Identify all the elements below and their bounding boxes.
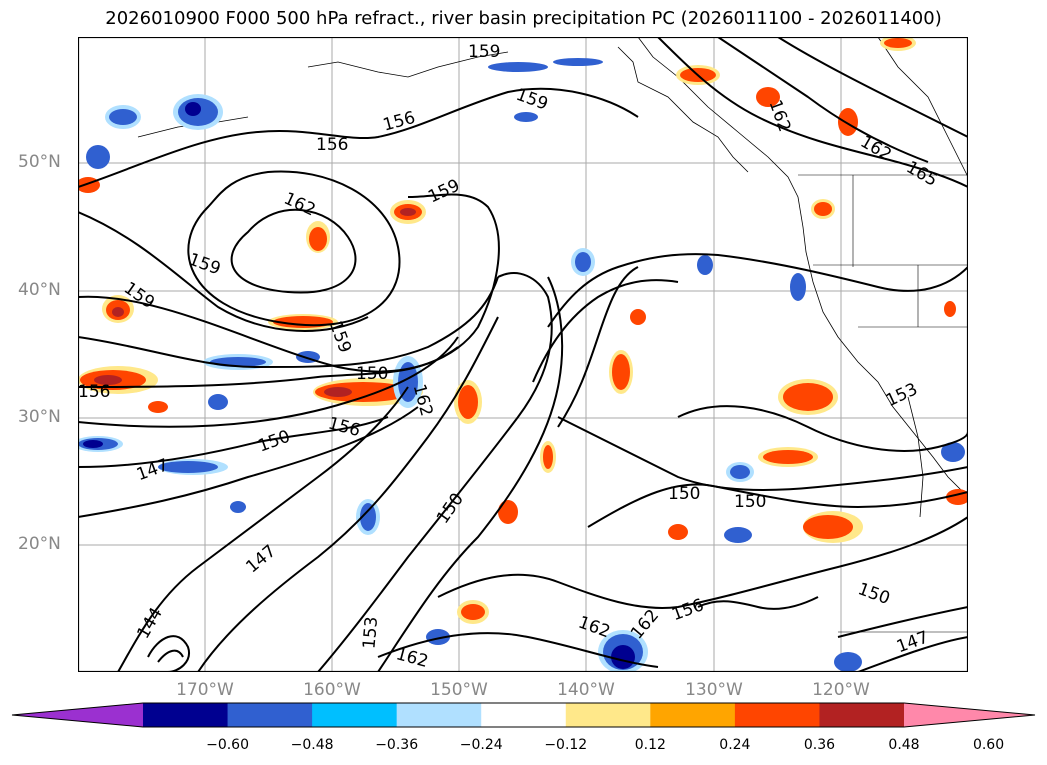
colorbar-tick-label: −0.60: [206, 737, 249, 753]
lat-label-50n: 50°N: [18, 152, 61, 172]
contour-label: 162: [764, 97, 794, 134]
contour-label: 165: [903, 157, 941, 191]
contour-label: 162: [394, 644, 431, 672]
contour-label: 150: [433, 490, 468, 528]
colorbar-tick-label: 0.24: [719, 737, 751, 753]
contour-label: 150: [255, 427, 292, 457]
contour-label: 162: [575, 612, 612, 642]
contour-label: 150: [668, 484, 700, 504]
lat-label-40n: 40°N: [18, 280, 61, 300]
colorbar-tick-label: −0.36: [375, 737, 419, 753]
lon-label-150w: 150°W: [430, 680, 488, 700]
colorbar-extend-low: [12, 703, 143, 727]
contours: [77, 36, 969, 673]
contour-label: 147: [134, 455, 171, 485]
lat-label-20n: 20°N: [18, 534, 61, 554]
colorbar-fills: [12, 703, 1035, 727]
colorbar-segment: [143, 703, 229, 727]
contour-label: 150: [855, 579, 892, 609]
lon-label-160w: 160°W: [303, 680, 361, 700]
chart-title: 2026010900 F000 500 hPa refract., river …: [105, 8, 942, 29]
colorbar-tick-label: 0.36: [803, 737, 836, 753]
contour-label: 159: [186, 250, 223, 280]
lat-label-30n: 30°N: [18, 407, 61, 427]
contour-label: 150: [734, 492, 766, 512]
colorbar-segment: [650, 703, 736, 727]
colorbar-tick-label: 0.60: [972, 737, 1005, 753]
contour-label: 156: [316, 135, 348, 155]
colorbar-segment: [312, 703, 398, 727]
contour-label: 156: [669, 595, 706, 625]
map-panel: 159 159 156 156 162 162 165 159 162 159 …: [73, 35, 970, 674]
colorbar-segment: [565, 703, 651, 727]
colorbar-tick-label: 0.12: [634, 737, 666, 753]
contour-label: 153: [883, 379, 921, 411]
colorbar-segment: [396, 703, 482, 727]
contour-labels: 159 159 156 156 162 162 165 159 162 159 …: [78, 42, 941, 672]
lon-label-170w: 170°W: [176, 680, 234, 700]
colorbar-tick-label: −0.12: [544, 737, 588, 753]
colorbar: [11, 702, 1036, 728]
contour-label: 159: [468, 42, 500, 62]
map-frame: [77, 36, 969, 673]
coastline: [137, 36, 969, 518]
contour-label: 162: [281, 189, 319, 221]
contour-label: 147: [242, 541, 280, 577]
colorbar-segment: [481, 703, 567, 727]
colorbar-tick-label: 0.48: [888, 737, 920, 753]
gridlines: [78, 37, 968, 672]
colorbar-tick-label: −0.48: [290, 737, 334, 753]
colorbar-segment: [819, 703, 905, 727]
lon-label-140w: 140°W: [557, 680, 615, 700]
shaded-field: [73, 35, 970, 674]
colorbar-extend-high: [904, 703, 1035, 727]
contour-label: 150: [356, 364, 388, 384]
contour-label: 153: [359, 616, 382, 650]
lon-label-130w: 130°W: [685, 680, 743, 700]
colorbar-segment: [227, 703, 313, 727]
contour-label: 156: [381, 108, 418, 136]
map-svg: 159 159 156 156 162 162 165 159 162 159 …: [73, 35, 970, 674]
contour-label: 159: [425, 176, 463, 208]
colorbar-segment: [734, 703, 820, 727]
lon-label-120w: 120°W: [812, 680, 870, 700]
contour-label: 156: [78, 382, 110, 402]
contour-label: 162: [409, 382, 437, 419]
colorbar-tick-label: −0.24: [459, 737, 503, 753]
